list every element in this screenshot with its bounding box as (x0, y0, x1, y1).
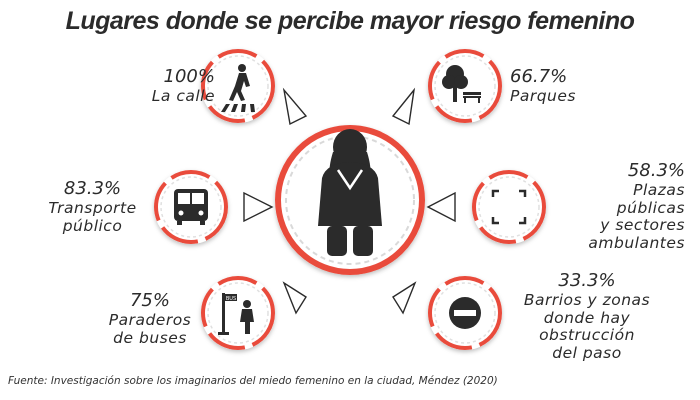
svg-text:BUS: BUS (226, 296, 236, 302)
label-barrios: 33.3% Barrios y zonas donde hay obstrucc… (512, 270, 662, 362)
pct-parques: 66.7% (510, 66, 568, 87)
arrow-plazas (426, 191, 456, 223)
pedestrian-crossing-icon (221, 64, 255, 112)
circle-paraderos: BUS (201, 276, 275, 350)
text-barrios-line2: donde hay (543, 308, 631, 327)
text-transporte-line1: Transporte (48, 199, 137, 217)
pct-barrios: 33.3% (558, 270, 616, 291)
source-note: Fuente: Investigación sobre los imaginar… (8, 375, 498, 387)
text-parques: Parques (510, 87, 576, 105)
label-la-calle: 100% La calle (120, 66, 215, 106)
label-plazas: 58.3% Plazas públicas y sectores ambulan… (555, 160, 685, 252)
label-transporte: 83.3% Transporte público (35, 178, 150, 235)
label-paraderos: 75% Paraderos de buses (95, 290, 205, 347)
pct-transporte: 83.3% (63, 178, 122, 199)
arrow-transporte (243, 191, 274, 223)
circle-la-calle (201, 49, 275, 123)
pct-paraderos: 75% (129, 290, 170, 311)
text-plazas-line4: ambulantes (588, 233, 685, 252)
arrow-parques (391, 87, 416, 126)
center-circle (275, 125, 425, 275)
infographic-title: Lugares donde se percibe mayor riesgo fe… (65, 7, 635, 35)
circle-barrios (428, 276, 502, 350)
text-paraderos-line1: Paraderos (108, 311, 192, 329)
crouching-woman-icon (318, 129, 382, 256)
circle-transporte (154, 170, 228, 244)
circle-parques (428, 49, 502, 123)
public-square-icon (491, 189, 527, 225)
label-parques: 66.7% Parques (510, 66, 630, 106)
bus-icon (174, 189, 208, 225)
circle-plazas (472, 170, 546, 244)
no-entry-icon (449, 297, 481, 329)
text-la-calle: La calle (151, 87, 215, 105)
text-plazas-line2: públicas (616, 198, 685, 217)
text-paraderos-line2: de buses (113, 328, 187, 347)
arrow-paraderos (282, 281, 307, 315)
text-barrios-line1: Barrios y zonas (523, 291, 651, 309)
text-plazas-line1: Plazas (633, 181, 685, 199)
arrows (243, 87, 456, 315)
text-barrios-line4: del paso (552, 343, 622, 362)
text-plazas-line3: y sectores (600, 216, 685, 234)
text-barrios-line3: obstrucción (539, 326, 635, 344)
arrow-barrios (392, 281, 417, 315)
text-transporte-line2: público (62, 216, 123, 235)
arrow-la-calle (282, 87, 308, 126)
pct-plazas: 58.3% (627, 160, 685, 181)
park-tree-bench-icon (442, 65, 481, 103)
pct-la-calle: 100% (163, 66, 215, 87)
bus-stop-icon: BUS (218, 293, 254, 335)
